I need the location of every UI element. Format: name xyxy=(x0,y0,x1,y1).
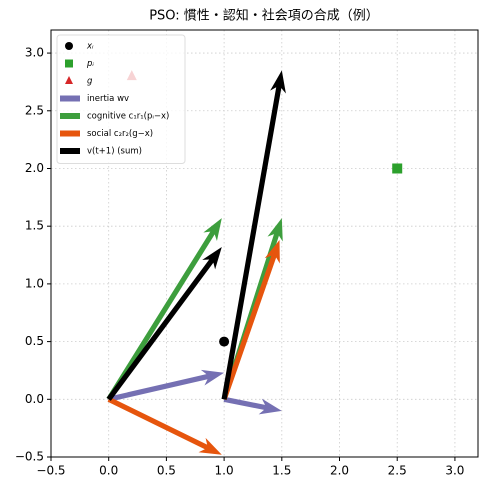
point xyxy=(392,163,403,174)
legend-label: inertia wv xyxy=(87,94,129,104)
y-tick-label: 1.5 xyxy=(25,219,44,233)
x-tick-label: 2.5 xyxy=(388,464,407,478)
plot-frame xyxy=(50,29,479,458)
arrow xyxy=(221,70,286,400)
y-tick-label: 0.5 xyxy=(25,334,44,348)
point xyxy=(219,336,230,347)
arrow xyxy=(223,396,282,415)
y-tick-label: −0.5 xyxy=(15,450,44,464)
legend-label: social c₂r₂(g−x) xyxy=(87,129,153,139)
legend-label: g xyxy=(87,77,93,87)
legend-swatch xyxy=(60,113,80,119)
arrow xyxy=(221,240,280,401)
legend-marker xyxy=(65,76,73,84)
y-tick-label: 2.0 xyxy=(25,161,44,175)
legend-label: pᵢ xyxy=(86,59,94,69)
x-tick-label: 0.5 xyxy=(157,464,176,478)
arrow xyxy=(108,369,225,402)
legend-marker xyxy=(65,59,73,68)
y-tick-label: 2.5 xyxy=(25,103,44,117)
legend-swatch xyxy=(60,130,80,137)
x-tick-label: 2.0 xyxy=(330,464,349,478)
legend-label: cognitive c₁r₁(pᵢ−x) xyxy=(87,112,169,122)
x-tick-label: 1.5 xyxy=(272,464,291,478)
chart-title: PSO: 慣性・認知・社会項の合成（例） xyxy=(149,8,379,24)
x-tick-label: 0.0 xyxy=(99,464,118,478)
arrow xyxy=(106,218,222,401)
y-tick-label: 0.0 xyxy=(25,392,44,406)
y-tick-label: 3.0 xyxy=(25,46,44,60)
x-tick-label: −0.5 xyxy=(36,464,65,478)
legend-label: xᵢ xyxy=(86,42,94,52)
legend-swatch xyxy=(60,148,80,154)
y-tick-label: 1.0 xyxy=(25,276,44,290)
legend-box xyxy=(56,34,186,164)
legend-marker xyxy=(65,42,73,50)
arrow xyxy=(106,246,222,401)
legend-swatch xyxy=(60,95,80,102)
legend-label: v(t+1) (sum) xyxy=(87,147,142,157)
arrow xyxy=(107,396,222,455)
x-tick-label: 3.0 xyxy=(445,464,464,478)
x-tick-label: 1.0 xyxy=(215,464,234,478)
